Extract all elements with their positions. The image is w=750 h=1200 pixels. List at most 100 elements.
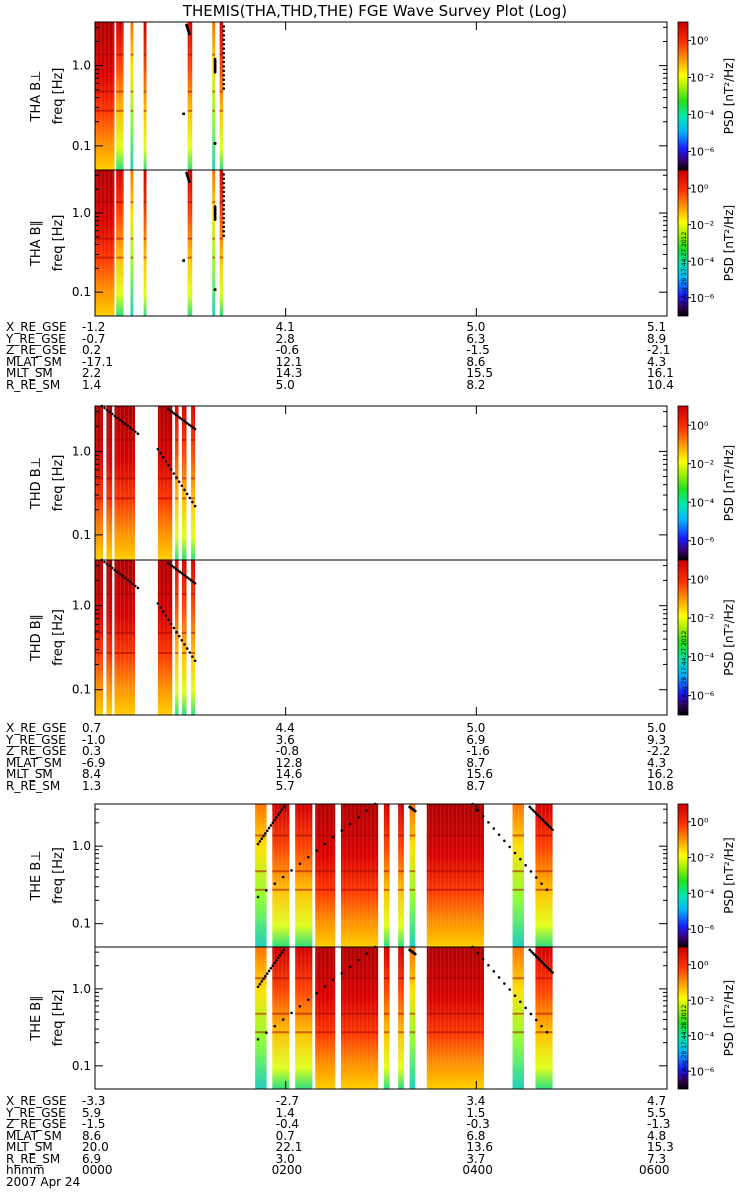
gyrofrequency-point	[105, 408, 109, 412]
gyrofrequency-point	[543, 963, 546, 966]
gyrofrequency-point	[513, 851, 517, 855]
colorbar-tick-label: 10⁻²	[690, 994, 714, 1007]
spectral-band	[535, 947, 553, 1089]
gyrofrequency-point	[256, 1038, 260, 1041]
ephemeris-value: 8.9	[647, 331, 667, 346]
ephemeris-value: 1.4	[82, 377, 102, 392]
spectral-band	[95, 170, 115, 316]
ephemeris-value: -1.5	[466, 343, 490, 357]
freq-tick-label: 1.0	[72, 59, 91, 73]
time-tick-label: 0400	[462, 1163, 493, 1177]
gyrofrequency-point	[222, 186, 225, 189]
gyrofrequency-point	[191, 426, 195, 429]
gyrofrequency-point	[193, 427, 197, 431]
gyrofrequency-point	[103, 406, 106, 410]
gyrofrequency-point	[180, 571, 183, 575]
ephemeris-label: R_RE_SM	[6, 377, 61, 392]
freq-tick-label: 0.1	[72, 139, 91, 153]
gyrofrequency-point	[265, 972, 269, 975]
gyrofrequency-point	[222, 47, 225, 50]
spectral-band	[143, 22, 147, 170]
spectral-band	[116, 170, 124, 316]
gyrofrequency-point	[476, 808, 480, 812]
gyrofrequency-point	[136, 586, 140, 590]
freq-axis-label: freq [Hz]	[51, 455, 66, 512]
colorbar-tick-label: 10⁰	[690, 816, 709, 829]
ephemeris-value: 10.8	[647, 778, 674, 793]
ephemeris-value: -1.3	[647, 1117, 671, 1131]
spectrogram-panel-tha-bperp: 1.0 0.1 THA B⊥ freq [Hz] 10⁰ 10⁻² 10⁻⁴ 10⁻⁶ PSD …	[29, 21, 736, 171]
gyrofrequency-point	[167, 464, 170, 467]
gyrofrequency-point	[546, 823, 549, 827]
gyrofrequency-point	[534, 812, 538, 815]
spectral-band	[95, 560, 104, 715]
ephemeris-value: -1.6	[466, 744, 490, 758]
gyrofrequency-point	[222, 25, 225, 28]
gyrofrequency-point	[108, 564, 111, 568]
gyrofrequency-point	[213, 71, 217, 74]
gyrofrequency-point	[110, 566, 114, 570]
ephemeris-value: 6.8	[466, 1128, 486, 1143]
gyrofrequency-point	[275, 959, 278, 962]
ephemeris-value: 2.2	[82, 366, 102, 380]
spectral-band	[383, 947, 390, 1089]
ephemeris-label: Z_RE_GSE	[6, 343, 67, 357]
panel-label: THE B⊥	[29, 850, 44, 901]
gyrofrequency-point	[172, 472, 176, 475]
gyrofrequency-point	[538, 958, 541, 961]
ephemeris-value: 12.1	[275, 354, 303, 369]
colorbar-label: PSD [nT²/Hz]	[722, 599, 736, 675]
gyrofrequency-point	[222, 51, 225, 55]
gyrofrequency-point	[121, 420, 124, 424]
spectrogram-panel-thd-bpar: 1.0 0.1 THD B∥ freq [Hz] 10⁰ 10⁻² 10⁻⁴ 10⁻⁶ PSD …	[29, 558, 736, 716]
ephemeris-label: MLAT_SM	[6, 354, 62, 369]
gyrofrequency-point	[536, 956, 540, 960]
colorbar-tick-label: 10⁰	[690, 573, 709, 586]
gyrofrequency-point	[113, 414, 117, 418]
spectral-band	[409, 804, 416, 947]
colorbar-tick-label: 10⁻²	[690, 612, 714, 625]
gyrofrequency-point	[118, 418, 122, 422]
gyrofrequency-point	[222, 56, 225, 59]
gyrofrequency-point	[282, 805, 286, 809]
ephemeris-value: 8.2	[466, 377, 486, 392]
gyrofrequency-point	[530, 807, 533, 810]
gyrofrequency-point	[222, 181, 225, 185]
gyrofrequency-point	[513, 994, 517, 997]
gyrofrequency-point	[273, 961, 276, 965]
spectral-band	[398, 804, 404, 947]
gyrofrequency-point	[545, 888, 549, 892]
gyrofrequency-point	[116, 416, 119, 420]
freq-axis-label: freq [Hz]	[51, 609, 66, 666]
gyrofrequency-point	[269, 967, 273, 970]
gyrofrequency-point	[541, 818, 545, 822]
gyrofrequency-point	[487, 963, 490, 967]
gyrofrequency-point	[256, 895, 260, 899]
panel-frame	[94, 169, 668, 317]
freq-tick-label: 0.1	[72, 683, 91, 697]
gyrofrequency-point	[188, 651, 192, 654]
spectral-band	[181, 406, 187, 560]
gyrofrequency-point	[182, 259, 185, 262]
ephemeris-value: 4.4	[275, 721, 295, 735]
colorbar-label: PSD [nT²/Hz]	[722, 58, 736, 134]
gyrofrequency-point	[282, 948, 286, 952]
gyrofrequency-point	[222, 38, 225, 42]
gyrofrequency-point	[534, 1018, 538, 1022]
gyrofrequency-point	[267, 969, 271, 973]
gyrofrequency-point	[497, 833, 501, 836]
panel-label: THA B⊥	[29, 71, 44, 123]
gyrofrequency-point	[524, 863, 527, 867]
ephemeris-value: -0.6	[275, 343, 300, 357]
gyrofrequency-point	[548, 968, 551, 971]
gyrofrequency-point	[534, 876, 538, 879]
gyrofrequency-point	[177, 634, 181, 638]
gyrofrequency-point	[222, 216, 225, 220]
gyrofrequency-point	[265, 889, 268, 892]
gyrofrequency-point	[175, 476, 178, 479]
gyrofrequency-point	[267, 826, 271, 830]
ephemeris-value: 10.4	[647, 377, 674, 392]
gyrofrequency-point	[183, 643, 186, 646]
ephemeris-value: -2.1	[647, 343, 671, 357]
gyrofrequency-point	[544, 821, 548, 825]
